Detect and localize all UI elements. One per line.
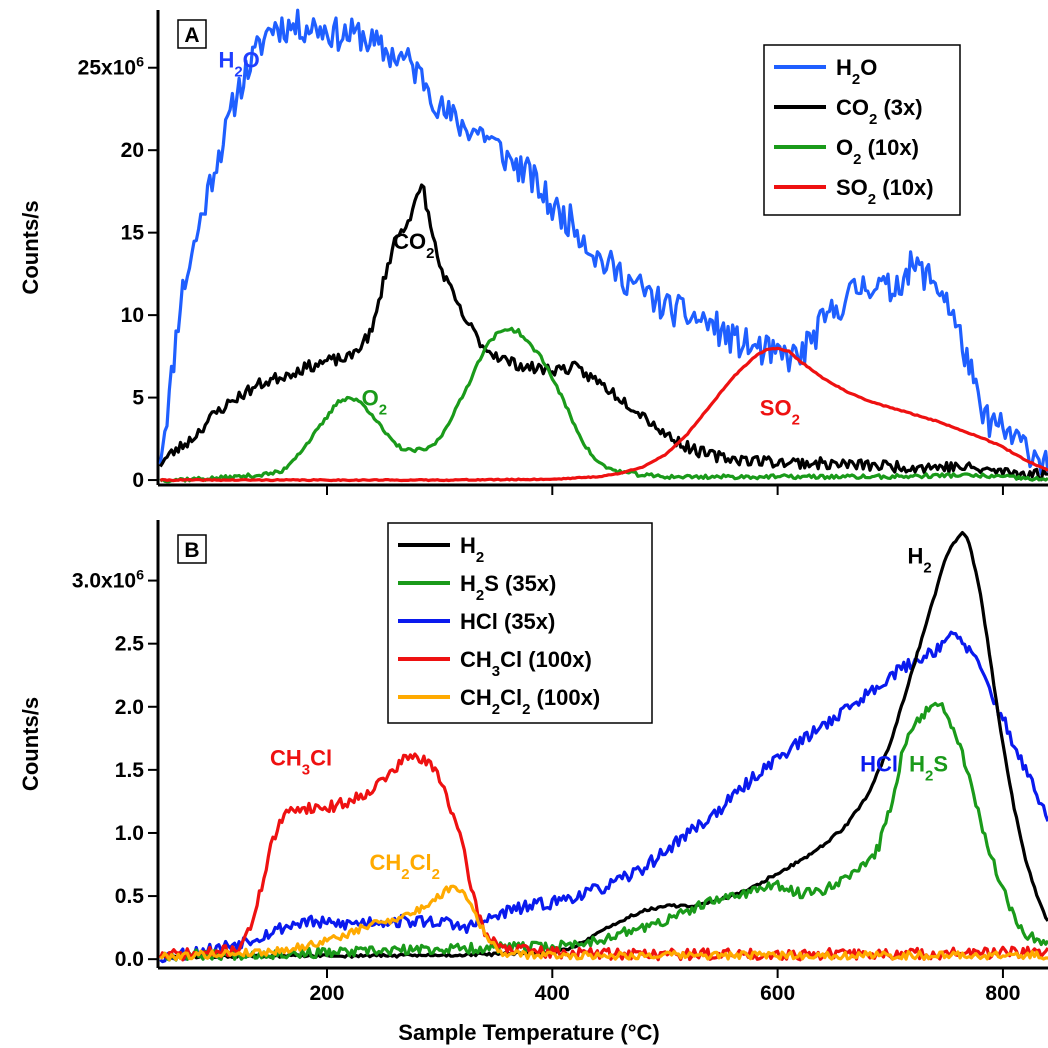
legend-entry: O2 (10x): [836, 135, 919, 168]
series-group: [158, 8, 1048, 484]
series-line: [158, 8, 1048, 476]
y-axis-label: Counts/s: [18, 200, 43, 294]
series-line: [159, 630, 1048, 964]
series-annotation: HCl: [860, 752, 898, 777]
panel-a: 0 5 10 15 20 25x106 Counts/s H2O CO2 O2 SO2 A H2O CO2…: [18, 8, 1048, 495]
y-tick-label: 3.0x106: [72, 568, 144, 593]
y-tick-label: 25x106: [78, 55, 144, 80]
panel-tag: B: [177, 534, 207, 564]
legend-entry: CH2Cl2 (100x): [460, 685, 600, 718]
y-tick-label: 20: [121, 139, 144, 162]
panel-tag-label: A: [184, 24, 199, 47]
legend-entry: H2S (35x): [460, 571, 556, 604]
series-annotation: CH2Cl2: [370, 850, 440, 883]
x-tick-label: 400: [535, 982, 570, 1005]
legend-entry: H2: [460, 533, 484, 566]
series-annotation: SO2: [760, 395, 800, 428]
legend: H2 H2S (35x) HCl (35x) CH3Cl (100x) CH2Cl2 (…: [387, 522, 653, 724]
panel-tag: A: [177, 19, 207, 49]
y-axis-label: Counts/s: [18, 697, 43, 791]
series-annotation: CO2: [393, 229, 434, 262]
legend-entry: CO2 (3x): [836, 95, 923, 128]
x-tick-label: 200: [309, 982, 344, 1005]
legend-entry: HCl (35x): [460, 609, 555, 634]
legend: H2O CO2 (3x) O2 (10x) SO2 (10x): [763, 44, 961, 216]
y-tick-label: 15: [121, 222, 145, 245]
panel-tag-label: B: [184, 539, 199, 562]
y-tick-label: 0: [132, 469, 144, 492]
panel-b: 0.0 0.5 1.0 1.5 2.0 2.5 3.0x106 200 400 600 800 Cou…: [18, 520, 1048, 1045]
legend-entry: SO2 (10x): [836, 175, 934, 208]
x-tick-label: 800: [985, 982, 1020, 1005]
series-line: [158, 183, 1048, 482]
legend-entry: H2O: [836, 55, 877, 88]
y-tick-label: 0.0: [115, 948, 144, 971]
series-group: [158, 531, 1048, 964]
y-tick-label: 0.5: [115, 885, 145, 908]
y-tick-label: 1.5: [115, 759, 145, 782]
x-tick-label: 600: [760, 982, 795, 1005]
x-axis-label: Sample Temperature (°C): [398, 1020, 659, 1045]
y-tick-label: 1.0: [115, 822, 144, 845]
series-annotation: H2S: [909, 752, 948, 785]
series-line: [159, 346, 1048, 483]
series-line: [159, 326, 1048, 484]
y-tick-label: 2.0: [115, 696, 144, 719]
series-annotation: H2: [907, 543, 931, 576]
y-tick-label: 5: [132, 387, 144, 410]
series-line: [159, 531, 1048, 960]
series-annotation: CH3Cl: [270, 745, 332, 778]
series-annotation: O2: [362, 386, 387, 419]
series-annotation: H2O: [218, 47, 259, 80]
series-line: [159, 884, 1048, 962]
y-tick-label: 10: [121, 304, 144, 327]
legend-entry: CH3Cl (100x): [460, 647, 592, 680]
y-tick-label: 2.5: [115, 633, 145, 656]
series-line: [159, 701, 1048, 962]
